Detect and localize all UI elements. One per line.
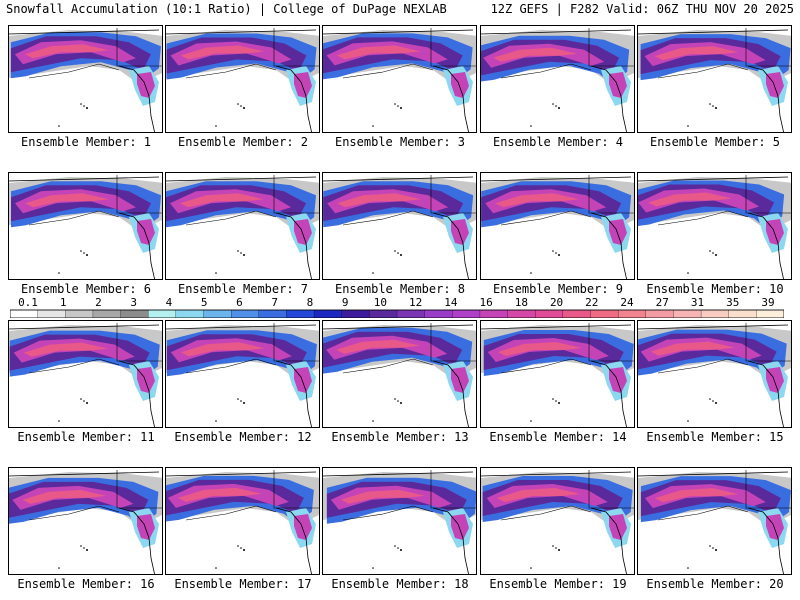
ensemble-member-label: Ensemble Member: 20 <box>646 577 784 591</box>
ensemble-member-map <box>8 320 163 428</box>
ensemble-member-label: Ensemble Member: 11 <box>17 430 155 444</box>
ensemble-member-map <box>480 320 635 428</box>
scale-swatch <box>203 309 232 319</box>
scale-swatch <box>535 309 564 319</box>
ensemble-member-label: Ensemble Member: 18 <box>331 577 469 591</box>
ensemble-member-label: Ensemble Member: 13 <box>331 430 469 444</box>
ensemble-member-map <box>480 172 635 280</box>
ensemble-member-map <box>8 467 163 575</box>
scale-tick-label: 8 <box>306 296 314 309</box>
scale-tick-label: 22 <box>585 296 599 309</box>
ensemble-member-map <box>165 320 320 428</box>
ensemble-member-label: Ensemble Member: 19 <box>489 577 627 591</box>
scale-swatch <box>65 309 94 319</box>
scale-swatch <box>175 309 205 319</box>
scale-swatch <box>230 309 260 319</box>
ensemble-member-map <box>165 172 320 280</box>
scale-swatch <box>617 309 647 319</box>
ensemble-member-label: Ensemble Member: 5 <box>649 135 781 149</box>
scale-swatch <box>148 309 177 319</box>
ensemble-member-map <box>322 320 477 428</box>
ensemble-member-map <box>637 320 792 428</box>
ensemble-member-label: Ensemble Member: 7 <box>177 282 309 296</box>
ensemble-member-map <box>8 172 163 280</box>
scale-tick-label: 18 <box>514 296 528 309</box>
scale-tick-label: 3 <box>130 296 138 309</box>
model-run-valid-time: 12Z GEFS | F282 Valid: 06Z THU NOV 20 20… <box>490 2 794 16</box>
ensemble-member-map <box>8 25 163 133</box>
scale-tick-label: 1 <box>59 296 67 309</box>
ensemble-member-label: Ensemble Member: 14 <box>489 430 627 444</box>
scale-swatch <box>37 309 66 319</box>
scale-tick-label: 2 <box>95 296 102 309</box>
scale-swatch <box>369 309 398 319</box>
scale-tick-label: 35 <box>726 296 740 309</box>
scale-swatch <box>286 309 315 319</box>
scale-swatch <box>590 309 619 319</box>
scale-swatch <box>700 309 730 319</box>
scale-tick-label: 5 <box>200 296 208 309</box>
scale-tick-label: 0.1 <box>18 296 38 309</box>
scale-swatch <box>396 309 426 319</box>
scale-swatch <box>756 309 785 319</box>
scale-swatch <box>479 309 509 319</box>
scale-swatch <box>673 309 702 319</box>
ensemble-member-label: Ensemble Member: 12 <box>174 430 312 444</box>
ensemble-member-label: Ensemble Member: 1 <box>20 135 152 149</box>
ensemble-member-label: Ensemble Member: 15 <box>646 430 784 444</box>
ensemble-member-label: Ensemble Member: 2 <box>177 135 309 149</box>
scale-swatch <box>313 309 343 319</box>
scale-tick-label: 20 <box>549 296 564 309</box>
scale-swatch <box>258 309 288 319</box>
ensemble-member-map <box>165 467 320 575</box>
scale-tick-label: 24 <box>620 296 634 309</box>
ensemble-member-label: Ensemble Member: 10 <box>646 282 784 296</box>
ensemble-member-map <box>322 25 477 133</box>
scale-swatch <box>9 309 39 319</box>
ensemble-member-label: Ensemble Member: 6 <box>20 282 152 296</box>
ensemble-member-map <box>637 25 792 133</box>
ensemble-member-map <box>165 25 320 133</box>
scale-tick-label: 39 <box>761 296 775 309</box>
ensemble-member-label: Ensemble Member: 9 <box>492 282 624 296</box>
scale-tick-label: 16 <box>479 296 493 309</box>
ensemble-member-map <box>637 172 792 280</box>
scale-swatch <box>562 309 592 319</box>
scale-swatch <box>92 309 122 319</box>
ensemble-member-label: Ensemble Member: 4 <box>492 135 624 149</box>
ensemble-member-map <box>637 467 792 575</box>
scale-tick-label: 31 <box>690 296 705 309</box>
scale-tick-label: 10 <box>373 296 387 309</box>
scale-tick-label: 12 <box>408 296 423 309</box>
scale-swatch <box>120 309 149 319</box>
ensemble-member-label: Ensemble Member: 16 <box>17 577 155 591</box>
ensemble-member-map <box>480 467 635 575</box>
scale-swatch <box>424 309 453 319</box>
ensemble-member-label: Ensemble Member: 3 <box>334 135 466 149</box>
scale-tick-label: 4 <box>165 296 173 309</box>
scale-tick-label: 7 <box>271 296 278 309</box>
ensemble-member-map <box>322 172 477 280</box>
map-title: Snowfall Accumulation (10:1 Ratio) | Col… <box>6 2 447 16</box>
scale-swatch <box>507 309 536 319</box>
ensemble-member-map <box>322 467 477 575</box>
ensemble-member-label: Ensemble Member: 8 <box>334 282 466 296</box>
scale-tick-label: 27 <box>655 296 669 309</box>
scale-swatch <box>452 309 481 319</box>
scale-tick-label: 14 <box>444 296 458 309</box>
ensemble-member-map <box>480 25 635 133</box>
ensemble-member-label: Ensemble Member: 17 <box>174 577 312 591</box>
scale-swatch <box>645 309 675 319</box>
scale-tick-label: 6 <box>236 296 243 309</box>
scale-swatch <box>728 309 758 319</box>
scale-tick-label: 9 <box>341 296 349 309</box>
scale-swatch <box>341 309 370 319</box>
